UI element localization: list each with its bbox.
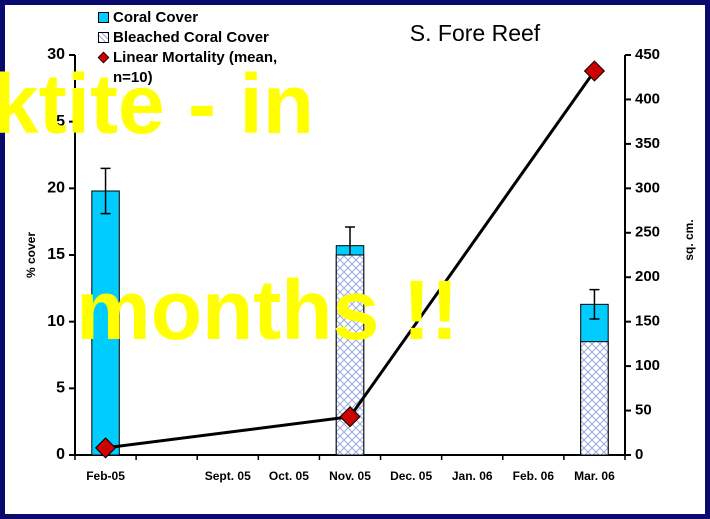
y2-tick-label: 300 — [635, 179, 660, 196]
y2-tick-label: 0 — [635, 446, 643, 463]
y-tick-label: 15 — [47, 246, 65, 263]
y2-tick-label: 400 — [635, 90, 660, 107]
y2-tick-label: 250 — [635, 224, 660, 241]
y2-tick-label: 450 — [635, 46, 660, 63]
chart-title: S. Fore Reef — [410, 20, 541, 46]
legend-label: Bleached Coral Cover — [113, 29, 269, 46]
overlay-text: ktite - in — [0, 57, 315, 151]
legend-label: Coral Cover — [113, 9, 199, 26]
x-tick-label: Mar. 06 — [574, 469, 615, 483]
y2-tick-label: 150 — [635, 313, 660, 330]
y2-tick-label: 350 — [635, 135, 660, 152]
x-tick-label: Jan. 06 — [452, 469, 493, 483]
y-tick-label: 5 — [56, 380, 65, 397]
y-axis-label: % cover — [24, 232, 38, 278]
y-tick-label: 0 — [56, 446, 65, 463]
y2-axis-label: sq. cm. — [682, 219, 696, 260]
y2-tick-label: 50 — [635, 402, 652, 419]
overlay-text: months !! — [76, 263, 459, 357]
legend-label: Linear Mortality (mean, n=10) — [113, 49, 278, 86]
legend-swatch — [98, 32, 109, 43]
x-tick-label: Oct. 05 — [269, 469, 309, 483]
error-bar — [589, 288, 600, 320]
x-tick-label: Sept. 05 — [205, 469, 251, 483]
legend-swatch — [98, 12, 109, 23]
y2-tick-label: 100 — [635, 357, 660, 374]
x-tick-label: Dec. 05 — [390, 469, 432, 483]
marker — [339, 406, 361, 428]
legend-entry: Linear Mortality (mean, n=10) — [97, 48, 313, 88]
bar — [580, 341, 609, 456]
bar — [91, 190, 120, 456]
error-bar — [100, 167, 111, 215]
y-tick-label: 30 — [47, 46, 65, 63]
legend-entry: Coral Cover — [98, 8, 313, 28]
legend: Coral Cover Bleached Coral Cover Linear Mo… — [97, 8, 313, 88]
y-tick-label: 10 — [47, 313, 65, 330]
x-tick-label: Feb. 06 — [513, 469, 555, 483]
x-tick-label: Feb-05 — [86, 469, 125, 483]
y-tick-label: 20 — [47, 180, 65, 197]
x-tick-label: Nov. 05 — [329, 469, 371, 483]
y-tick-label: 25 — [47, 113, 65, 130]
marker — [94, 437, 117, 459]
marker — [583, 60, 606, 82]
legend-entry: Bleached Coral Cover — [98, 28, 313, 48]
y2-tick-label: 200 — [635, 268, 660, 285]
